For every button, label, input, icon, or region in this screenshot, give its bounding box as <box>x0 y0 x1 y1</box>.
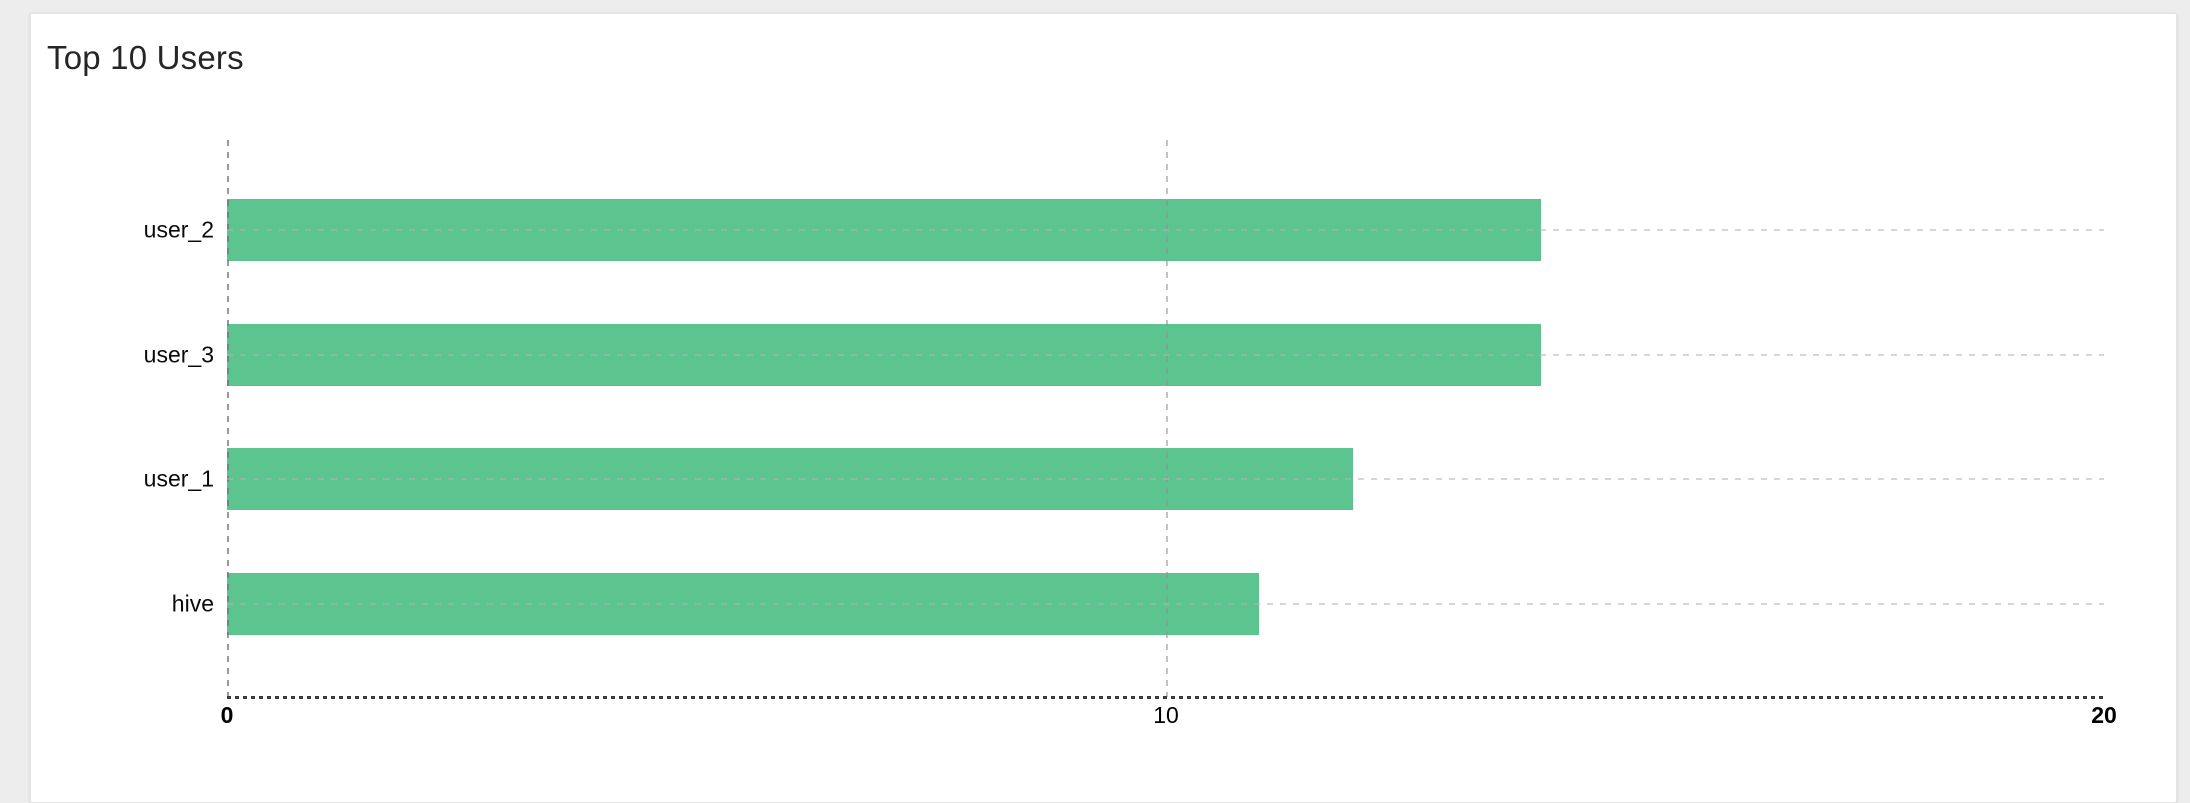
page: { "page": { "background_color": "#ededed… <box>30 13 2177 803</box>
category-label: user_1 <box>143 465 214 492</box>
axis-zero-gridline <box>227 140 229 697</box>
x-tick-label: 20 <box>2091 702 2117 728</box>
x-axis-line <box>227 696 2104 699</box>
vertical-gridline <box>1166 140 1168 697</box>
row-gridline <box>227 354 2104 356</box>
x-tick-label: 0 <box>220 702 234 728</box>
category-label: user_2 <box>143 216 214 243</box>
chart-title: Top 10 Users <box>47 39 244 76</box>
category-label: user_3 <box>143 341 214 368</box>
row-gridline <box>227 229 2104 231</box>
row-gridline <box>227 603 2104 605</box>
row-gridline <box>227 478 2104 480</box>
category-label: hive <box>171 590 214 617</box>
x-tick-label: 10 <box>1153 702 1179 728</box>
